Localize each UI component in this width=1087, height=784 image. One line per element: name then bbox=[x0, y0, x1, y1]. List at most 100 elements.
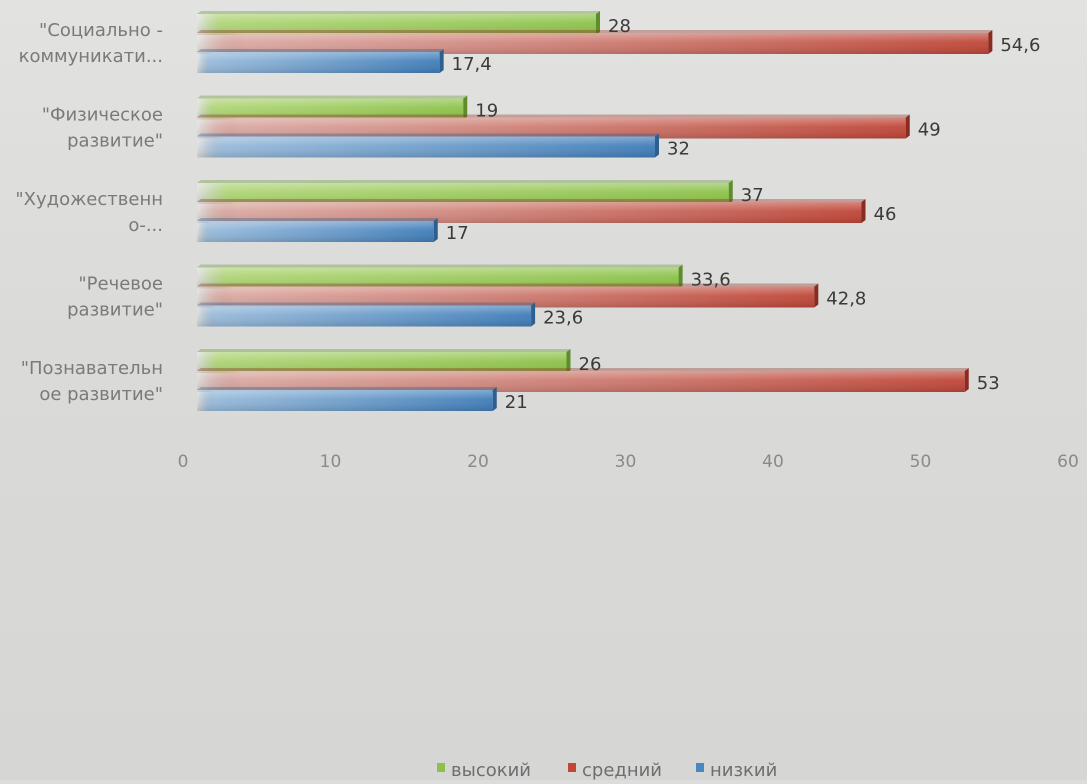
data-labels-layer: 28 54,6 17,4 19 49 32 37 46 17 33,6 42,8 23,6 26 53 21 bbox=[446, 16, 1041, 413]
bar-end-cap bbox=[463, 95, 468, 120]
bar-end-cap bbox=[964, 368, 969, 392]
bar-end-cap bbox=[492, 387, 497, 411]
data-label-high: 33,6 bbox=[691, 270, 731, 291]
bars-layer bbox=[197, 11, 993, 411]
bar-top-edge bbox=[197, 95, 468, 99]
x-tick-label: 40 bbox=[762, 452, 784, 472]
bar-shine bbox=[197, 117, 906, 139]
legend-label-high: высокий bbox=[451, 760, 531, 780]
bar-top-edge bbox=[197, 180, 733, 183]
x-tick-label: 30 bbox=[615, 452, 637, 472]
legend-item-medium: средний bbox=[568, 760, 662, 781]
bar-shine bbox=[197, 33, 989, 54]
legend-item-low: низкий bbox=[696, 760, 777, 781]
bar-high bbox=[197, 95, 468, 120]
category-label: "Речевое развитие" bbox=[67, 274, 163, 321]
data-label-high: 37 bbox=[741, 185, 764, 206]
legend-label-low: низкий bbox=[710, 760, 777, 780]
bar-shine bbox=[197, 221, 434, 242]
bar-end-cap bbox=[439, 49, 444, 73]
bar-medium bbox=[197, 114, 910, 139]
bar-end-cap bbox=[905, 114, 910, 139]
bar-shine bbox=[197, 136, 655, 158]
legend: высокий средний низкий bbox=[437, 760, 777, 781]
data-label-medium: 49 bbox=[918, 120, 941, 141]
data-label-high: 28 bbox=[608, 16, 631, 37]
bar-top-edge bbox=[197, 11, 600, 14]
bar-shine bbox=[197, 305, 532, 327]
category-labels-layer: "Социально -коммуникати... "Физическое раз… bbox=[15, 20, 163, 405]
bar-top-edge bbox=[197, 283, 819, 287]
bar-end-cap bbox=[566, 349, 571, 373]
bar-top-edge bbox=[197, 133, 659, 137]
category-label: "Физическое развитие" bbox=[42, 105, 163, 152]
bar-shine bbox=[197, 286, 815, 308]
data-label-low: 17 bbox=[446, 223, 469, 244]
bar-high bbox=[197, 180, 733, 204]
data-label-low: 21 bbox=[505, 392, 528, 413]
bar-high bbox=[197, 349, 571, 373]
category-label: "Художественн о-... bbox=[15, 189, 163, 236]
bar-shine bbox=[197, 98, 464, 120]
bar-low bbox=[197, 133, 659, 158]
legend-swatch-medium bbox=[568, 763, 576, 772]
bar-shine bbox=[197, 267, 679, 289]
bar-medium bbox=[197, 368, 969, 392]
bar-low bbox=[197, 387, 497, 411]
bar-medium bbox=[197, 30, 993, 54]
x-tick-label: 10 bbox=[320, 452, 342, 472]
bar-top-edge bbox=[197, 368, 969, 371]
x-tick-label: 50 bbox=[910, 452, 932, 472]
bar-shine bbox=[197, 352, 567, 373]
x-tick-label: 20 bbox=[467, 452, 489, 472]
bar-end-cap bbox=[678, 264, 683, 289]
bar-end-cap bbox=[655, 133, 659, 158]
legend-swatch-high bbox=[437, 763, 445, 772]
bar-top-edge bbox=[197, 264, 683, 268]
legend-swatch-low bbox=[696, 763, 704, 772]
bar-top-edge bbox=[197, 30, 993, 33]
bar-high bbox=[197, 11, 600, 35]
bar-top-edge bbox=[197, 349, 571, 352]
x-tick-label: 60 bbox=[1057, 452, 1079, 472]
bar-low bbox=[197, 218, 438, 242]
legend-label-medium: средний bbox=[582, 760, 662, 780]
bar-shine bbox=[197, 371, 965, 392]
x-tick-label: 0 bbox=[178, 452, 189, 472]
bar-shine bbox=[197, 202, 862, 223]
bar-medium bbox=[197, 199, 866, 223]
bar-shine bbox=[197, 52, 440, 73]
data-label-medium: 42,8 bbox=[826, 289, 866, 310]
bar-shine bbox=[197, 183, 729, 204]
bar-end-cap bbox=[596, 11, 600, 35]
data-label-low: 32 bbox=[667, 139, 690, 160]
bar-shine bbox=[197, 14, 596, 35]
x-axis-ticks-layer: 0 10 20 30 40 50 60 bbox=[178, 452, 1079, 472]
legend-item-high: высокий bbox=[437, 760, 531, 781]
data-label-high: 26 bbox=[579, 354, 602, 375]
bar-low bbox=[197, 302, 536, 327]
bar-end-cap bbox=[728, 180, 733, 204]
bar-end-cap bbox=[433, 218, 438, 242]
bar-end-cap bbox=[814, 283, 819, 308]
bar-top-edge bbox=[197, 387, 497, 390]
bar-low bbox=[197, 49, 444, 73]
category-label: "Познавательн ое развитие" bbox=[21, 358, 163, 405]
bar-end-cap bbox=[861, 199, 866, 223]
category-label: "Социально -коммуникати... bbox=[19, 20, 163, 67]
bar-end-cap bbox=[531, 302, 536, 327]
bar-top-edge bbox=[197, 114, 910, 118]
bar-top-edge bbox=[197, 302, 536, 306]
bar-shine bbox=[197, 390, 493, 411]
data-label-medium: 46 bbox=[874, 204, 897, 225]
data-label-high: 19 bbox=[475, 101, 498, 122]
bar-top-edge bbox=[197, 218, 438, 221]
data-label-low: 17,4 bbox=[452, 54, 492, 75]
data-label-medium: 54,6 bbox=[1000, 35, 1040, 56]
data-label-low: 23,6 bbox=[543, 308, 583, 329]
bar-top-edge bbox=[197, 199, 866, 202]
bar-medium bbox=[197, 283, 819, 308]
data-label-medium: 53 bbox=[977, 373, 1000, 394]
